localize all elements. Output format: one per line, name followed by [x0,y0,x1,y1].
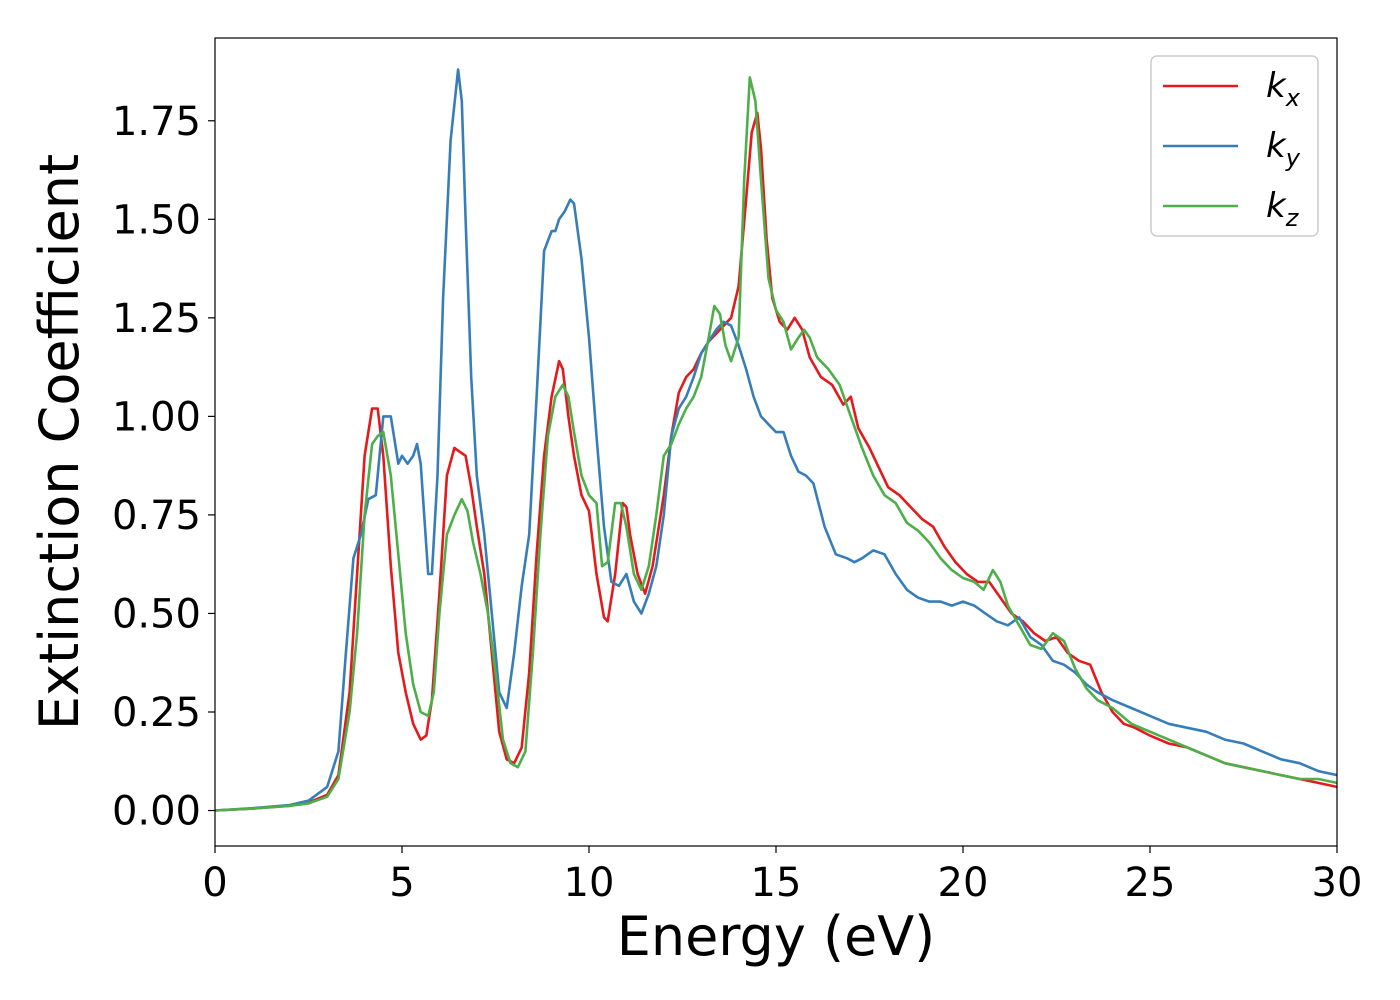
y-axis-label: Extinction Coefficient [28,154,91,730]
y-tick-label: 0.00 [112,789,201,835]
legend-label-base: k [1266,66,1287,106]
series-line-ky [215,68,1337,812]
x-tick-label: 15 [751,860,802,906]
x-tick-label: 0 [202,860,227,906]
x-axis: 0 5 10 15 20 25 30 [202,846,1362,906]
y-tick-label: 1.25 [112,296,201,342]
y-tick-label: 1.50 [112,197,201,243]
y-tick-label: 0.25 [112,690,201,736]
series-line-kz [215,76,1337,812]
legend-label-subscript: y [1285,144,1301,172]
series-group [215,68,1337,812]
x-tick-label: 5 [389,860,414,906]
x-tick-label: 30 [1312,860,1363,906]
legend-label-subscript: x [1285,84,1301,112]
y-tick-label: 0.50 [112,591,201,637]
y-axis: 0.00 0.25 0.50 0.75 1.00 1.25 1.50 1.75 [112,99,215,835]
legend-label-ky: ky [1266,126,1301,172]
y-tick-label: 1.75 [112,99,201,145]
x-tick-label: 25 [1125,860,1176,906]
x-axis-label: Energy (eV) [617,905,936,968]
legend-label-kz: kz [1266,186,1300,232]
y-tick-label: 0.75 [112,493,201,539]
legend-label-subscript: z [1285,204,1300,232]
legend-label-base: k [1266,186,1287,226]
legend-label-base: k [1266,126,1287,166]
x-tick-label: 10 [564,860,615,906]
y-tick-label: 1.00 [112,394,201,440]
legend-label-kx: kx [1266,66,1301,112]
x-tick-label: 20 [938,860,989,906]
